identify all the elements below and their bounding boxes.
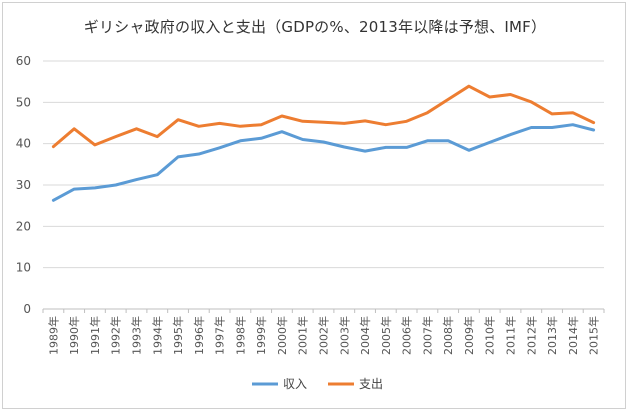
x-tick-label: 2006年 — [400, 316, 414, 355]
x-tick-label: 1995年 — [171, 316, 185, 355]
x-tick-label: 2004年 — [358, 316, 372, 355]
y-axis-ticks: 0 10 20 30 40 50 60 — [16, 54, 31, 316]
y-tick-label: 10 — [16, 261, 31, 275]
x-tick-label: 1989年 — [46, 316, 60, 355]
x-tick-label: 2015年 — [587, 316, 601, 355]
x-tick-label: 2013年 — [545, 316, 559, 355]
legend: 収入 支出 — [252, 377, 383, 391]
x-tick-label: 2007年 — [420, 316, 434, 355]
legend-label-0: 収入 — [283, 377, 307, 391]
x-tick-label: 2014年 — [566, 316, 580, 355]
x-tick-label: 2009年 — [462, 316, 476, 355]
x-tick-label: 1990年 — [67, 316, 81, 355]
x-tick-label: 2011年 — [504, 316, 518, 355]
chart-frame — [2, 2, 626, 409]
x-tick-label: 2000年 — [275, 316, 289, 355]
y-tick-label: 20 — [16, 219, 31, 233]
legend-label-1: 支出 — [359, 377, 383, 391]
x-tick-label: 1998年 — [233, 316, 247, 355]
x-tick-label: 2012年 — [524, 316, 538, 355]
x-tick-label: 1997年 — [213, 316, 227, 355]
x-tick-label: 2002年 — [317, 316, 331, 355]
chart-title: ギリシャ政府の収入と支出（GDPの%、2013年以降は予想、IMF） — [83, 18, 547, 36]
x-tick-label: 1994年 — [150, 316, 164, 355]
y-tick-label: 0 — [23, 302, 31, 316]
x-tick-label: 2003年 — [337, 316, 351, 355]
y-tick-label: 30 — [16, 178, 31, 192]
series-line-1 — [51, 84, 596, 149]
series-line-0 — [51, 123, 596, 202]
x-tick-label: 1993年 — [130, 316, 144, 355]
y-tick-label: 50 — [16, 95, 31, 109]
x-tick-label: 2008年 — [441, 316, 455, 355]
y-tick-label: 60 — [16, 54, 31, 68]
x-tick-label: 1999年 — [254, 316, 268, 355]
x-tick-label: 2010年 — [483, 316, 497, 355]
y-tick-label: 40 — [16, 137, 31, 151]
gridlines — [43, 60, 604, 310]
x-tick-label: 1996年 — [192, 316, 206, 355]
series-lines — [51, 84, 596, 202]
x-tick-label: 2001年 — [296, 316, 310, 355]
x-tick-label: 1992年 — [109, 316, 123, 355]
x-tick-label: 1991年 — [88, 316, 102, 355]
x-tick-label: 2005年 — [379, 316, 393, 355]
x-axis-ticks: 1989年 1990年 1991年 1992年 1993年 1994年 1995年 1996年… — [42, 309, 605, 355]
